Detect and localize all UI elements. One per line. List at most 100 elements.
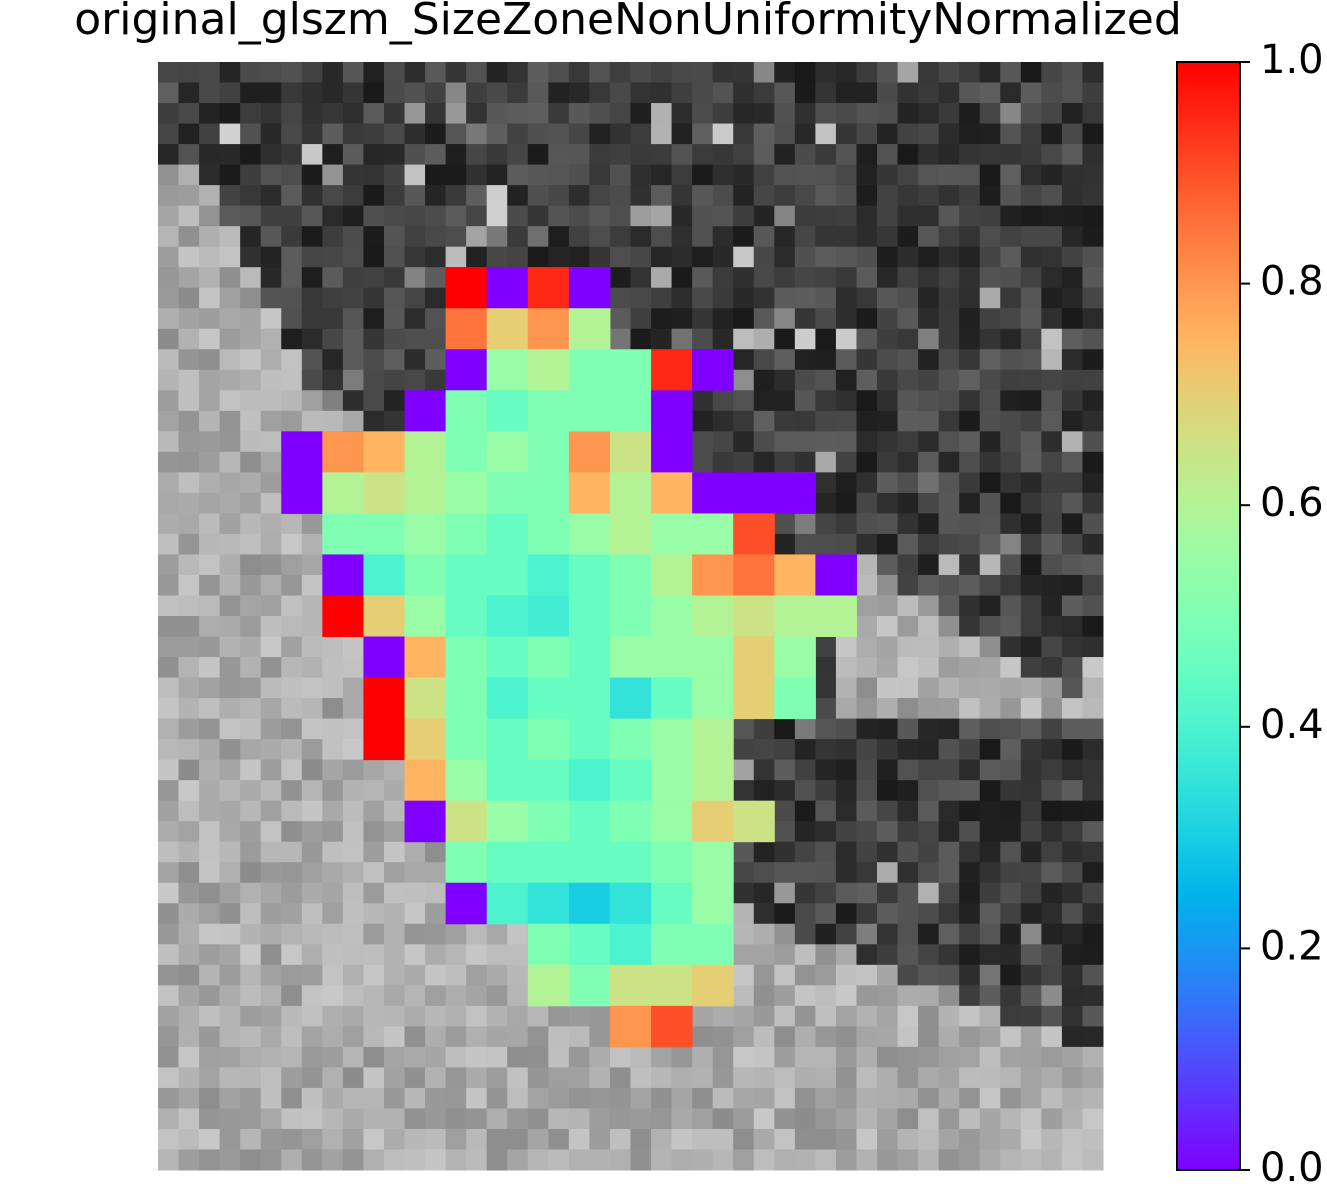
heatmap-cell bbox=[609, 636, 652, 679]
heatmap-cell bbox=[651, 718, 693, 761]
heatmap-cell bbox=[486, 390, 529, 432]
heatmap-cell bbox=[609, 759, 652, 802]
heatmap-cell bbox=[486, 718, 529, 761]
heatmap-cell bbox=[568, 472, 611, 514]
heatmap-cell bbox=[445, 513, 488, 555]
heatmap-cell bbox=[486, 349, 529, 391]
heatmap-cell bbox=[527, 308, 570, 350]
heatmap-cell bbox=[651, 595, 693, 638]
heatmap-cell bbox=[651, 636, 693, 679]
heatmap-cell bbox=[486, 759, 529, 802]
heatmap-cell bbox=[774, 595, 816, 638]
heatmap-cell bbox=[527, 759, 570, 802]
heatmap-cell bbox=[692, 923, 734, 966]
heatmap-cell bbox=[609, 841, 652, 884]
heatmap-cell bbox=[774, 472, 816, 514]
heatmap-cell bbox=[363, 513, 406, 555]
heatmap-cell bbox=[692, 759, 734, 802]
heatmap-cell bbox=[609, 554, 652, 596]
heatmap-cell bbox=[609, 677, 652, 720]
heatmap-cell bbox=[445, 800, 488, 843]
heatmap-cell bbox=[527, 431, 570, 473]
heatmap-cell bbox=[363, 472, 406, 514]
heatmap-cell bbox=[486, 677, 529, 720]
heatmap-cell bbox=[733, 472, 775, 514]
heatmap-cell bbox=[527, 677, 570, 720]
heatmap-cell bbox=[486, 800, 529, 843]
heatmap-cell bbox=[404, 554, 447, 596]
heatmap-cell bbox=[363, 431, 406, 473]
heatmap-cell bbox=[568, 923, 611, 966]
heatmap-cell bbox=[774, 554, 816, 596]
heatmap-cell bbox=[733, 800, 775, 843]
heatmap-cell bbox=[609, 964, 652, 1007]
heatmap-cell bbox=[527, 554, 570, 596]
heatmap-cell bbox=[609, 923, 652, 966]
heatmap-cell bbox=[322, 595, 364, 638]
heatmap-cell bbox=[527, 472, 570, 514]
heatmap-cell bbox=[609, 1005, 652, 1048]
heatmap-cell bbox=[404, 718, 447, 761]
heatmap-cell bbox=[651, 513, 693, 555]
heatmap-cell bbox=[445, 267, 488, 309]
heatmap-cell bbox=[363, 636, 406, 679]
heatmap-cell bbox=[692, 595, 734, 638]
heatmap-cell bbox=[568, 800, 611, 843]
heatmap-cell bbox=[609, 718, 652, 761]
colorbar-tick-label: 0.0 bbox=[1260, 1145, 1324, 1191]
heatmap-cell bbox=[322, 431, 364, 473]
heatmap-cell bbox=[486, 267, 529, 309]
heatmap-cell bbox=[445, 431, 488, 473]
heatmap-cell bbox=[609, 349, 652, 391]
heatmap-cell bbox=[651, 472, 693, 514]
heatmap-cell bbox=[692, 677, 734, 720]
heatmap-cell bbox=[404, 800, 447, 843]
heatmap-cell bbox=[568, 841, 611, 884]
heatmap-cell bbox=[322, 513, 364, 555]
heatmap-cell bbox=[568, 267, 611, 309]
heatmap-cell bbox=[445, 759, 488, 802]
heatmap-cell bbox=[651, 964, 693, 1007]
heatmap-cell bbox=[568, 513, 611, 555]
heatmap-cell bbox=[815, 554, 857, 596]
heatmap-cell bbox=[404, 472, 447, 514]
heatmap-cell bbox=[651, 759, 693, 802]
heatmap-cell bbox=[568, 718, 611, 761]
heatmap-cell bbox=[445, 390, 488, 432]
heatmap-cell bbox=[363, 595, 406, 638]
colorbar-tick-label: 0.4 bbox=[1260, 702, 1324, 748]
chart-title: original_glszm_SizeZoneNonUniformityNorm… bbox=[74, 0, 1182, 45]
heatmap-cell bbox=[651, 390, 693, 432]
heatmap-cell bbox=[527, 718, 570, 761]
heatmap-cell bbox=[486, 841, 529, 884]
heatmap-cell bbox=[486, 308, 529, 350]
heatmap-cell bbox=[692, 513, 734, 555]
heatmap-cell bbox=[527, 964, 570, 1007]
heatmap-cell bbox=[322, 554, 364, 596]
heatmap-cell bbox=[445, 595, 488, 638]
heatmap-cell bbox=[568, 390, 611, 432]
heatmap-cell bbox=[363, 677, 406, 720]
heatmap-cell bbox=[692, 882, 734, 925]
heatmap-cell bbox=[692, 349, 734, 391]
heatmap-cell bbox=[404, 677, 447, 720]
heatmap-cell bbox=[692, 800, 734, 843]
heatmap-cell bbox=[692, 554, 734, 596]
heatmap-cell bbox=[733, 677, 775, 720]
heatmap-cell bbox=[774, 677, 816, 720]
colorbar bbox=[1176, 61, 1241, 1171]
heatmap-cell bbox=[609, 882, 652, 925]
heatmap-cell bbox=[733, 636, 775, 679]
heatmap-cell bbox=[445, 882, 488, 925]
heatmap-cell bbox=[733, 595, 775, 638]
heatmap-cell bbox=[527, 390, 570, 432]
heatmap-cell bbox=[651, 431, 693, 473]
heatmap-cell bbox=[445, 841, 488, 884]
background-image bbox=[158, 62, 1104, 1171]
heatmap-cell bbox=[445, 636, 488, 679]
heatmap-cell bbox=[651, 677, 693, 720]
colorbar-tick-label: 1.0 bbox=[1260, 37, 1324, 83]
heatmap-cell bbox=[322, 472, 364, 514]
heatmap-cell bbox=[692, 841, 734, 884]
